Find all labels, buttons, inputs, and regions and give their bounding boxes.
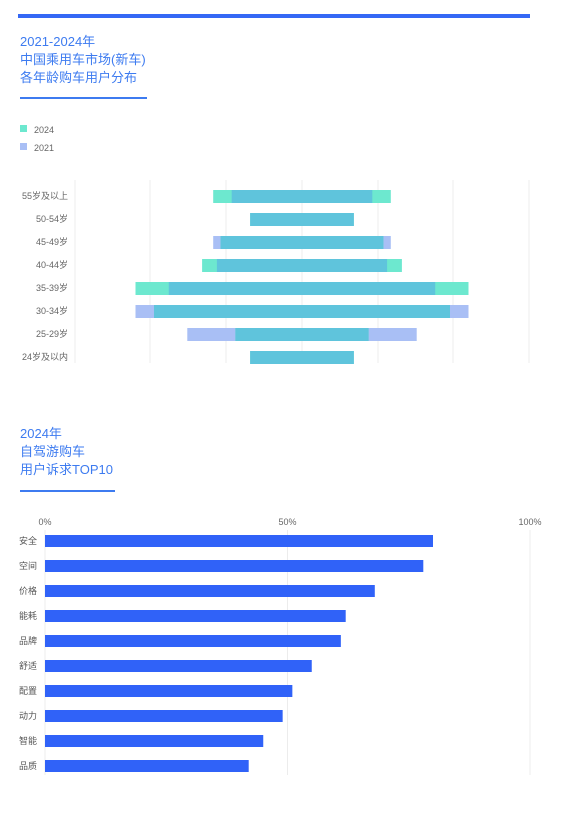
bar-安全 [45,535,433,547]
category-label: 配置 [19,686,37,696]
category-label: 品牌 [19,635,37,646]
bar-overlap-25-29岁 [235,328,369,341]
legend-label-2021: 2021 [34,143,54,153]
bar-overlap-30-34岁 [154,305,450,318]
legend-swatch-2024 [20,125,27,132]
top-accent-bar [18,14,530,18]
bar-overlap-35-39岁 [168,282,436,295]
bar-overlap-45-49岁 [220,236,384,249]
bar-overlap-55岁及以上 [231,190,373,203]
chart1-title-line-2: 中国乘用车市场(新车) [20,52,146,67]
chart1-title-underline [20,97,147,99]
bar-智能 [45,735,264,747]
bar-配置 [45,685,293,697]
legend-swatch-2021 [20,143,27,150]
legend-label-2024: 2024 [34,125,54,135]
bar-品牌 [45,635,341,647]
category-label: 能耗 [19,610,37,621]
chart2-title-line-1: 2024年 [20,426,62,441]
bar-能耗 [45,610,346,622]
bar-overlap-24岁及以内 [250,351,354,364]
bar-空间 [45,560,424,572]
chart2-title-line-3: 用户诉求TOP10 [20,462,113,477]
category-label: 35-39岁 [36,282,68,293]
chart2-title: 2024年 自驾游购车 用户诉求TOP10 [20,425,113,479]
category-label: 安全 [19,535,37,546]
x-tick-label: 50% [278,517,296,527]
bar-品质 [45,760,249,772]
bar-价格 [45,585,375,597]
bar-动力 [45,710,283,722]
age-distribution-chart: 2024 2021 55岁及以上 50-54岁 45-49岁 40-44岁 35-39岁 30… [20,125,530,364]
bar-overlap-50-54岁 [250,213,354,226]
category-label: 空间 [19,560,37,571]
category-label: 智能 [19,735,37,746]
chart1-title: 2021-2024年 中国乘用车市场(新车) 各年龄购车用户分布 [20,33,146,87]
category-label: 40-44岁 [36,259,68,270]
category-label: 舒适 [19,660,37,671]
category-label: 45-49岁 [36,236,68,247]
category-label: 50-54岁 [36,213,68,224]
category-label: 25-29岁 [36,328,68,339]
category-label: 品质 [19,760,37,771]
category-label: 24岁及以内 [22,351,68,362]
category-label: 动力 [19,710,37,721]
chart2-title-underline [20,490,115,492]
chart1-title-line-1: 2021-2024年 [20,34,96,49]
bar-舒适 [45,660,312,672]
chart1-title-line-3: 各年龄购车用户分布 [20,70,138,85]
category-label: 55岁及以上 [22,190,68,201]
category-label: 价格 [19,585,37,596]
chart2-title-line-2: 自驾游购车 [20,444,86,459]
category-label: 30-34岁 [36,305,68,316]
bar-overlap-40-44岁 [216,259,388,272]
x-tick-label: 0% [38,517,51,527]
x-tick-label: 100% [518,517,541,527]
